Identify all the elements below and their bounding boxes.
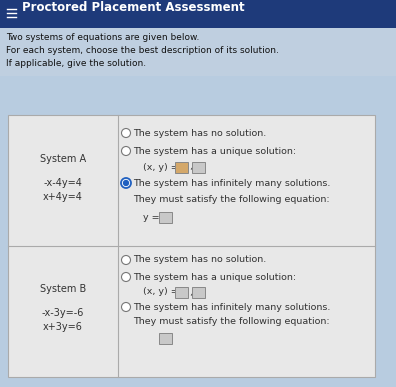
Text: If applicable, give the solution.: If applicable, give the solution. <box>6 59 146 68</box>
Text: Proctored Placement Assessment: Proctored Placement Assessment <box>22 1 245 14</box>
Text: (x, y) =: (x, y) = <box>143 288 179 296</box>
FancyBboxPatch shape <box>159 332 172 344</box>
Circle shape <box>122 128 131 137</box>
Text: x+4y=4: x+4y=4 <box>43 192 83 202</box>
Text: The system has no solution.: The system has no solution. <box>133 255 266 264</box>
Text: -x-4y=4: -x-4y=4 <box>44 178 82 187</box>
Text: For each system, choose the best description of its solution.: For each system, choose the best descrip… <box>6 46 279 55</box>
Text: The system has infinitely many solutions.: The system has infinitely many solutions… <box>133 178 330 187</box>
FancyBboxPatch shape <box>0 28 396 76</box>
Text: System A: System A <box>40 154 86 163</box>
Text: ,: , <box>189 163 192 171</box>
Text: They must satisfy the following equation:: They must satisfy the following equation… <box>133 317 329 327</box>
FancyBboxPatch shape <box>159 212 172 223</box>
Text: The system has no solution.: The system has no solution. <box>133 128 266 137</box>
Text: ,: , <box>189 288 192 296</box>
Circle shape <box>122 147 131 156</box>
Text: x+3y=6: x+3y=6 <box>43 322 83 332</box>
FancyBboxPatch shape <box>0 0 396 28</box>
FancyBboxPatch shape <box>192 161 205 173</box>
FancyBboxPatch shape <box>192 286 205 298</box>
FancyBboxPatch shape <box>175 161 188 173</box>
Circle shape <box>122 272 131 281</box>
Text: (x, y) =: (x, y) = <box>143 163 179 171</box>
Circle shape <box>122 255 131 264</box>
Text: The system has infinitely many solutions.: The system has infinitely many solutions… <box>133 303 330 312</box>
Text: -x-3y=-6: -x-3y=-6 <box>42 308 84 319</box>
Text: System B: System B <box>40 284 86 295</box>
Text: Two systems of equations are given below.: Two systems of equations are given below… <box>6 33 199 42</box>
FancyBboxPatch shape <box>175 286 188 298</box>
Text: The system has a unique solution:: The system has a unique solution: <box>133 272 296 281</box>
Text: y =: y = <box>143 212 160 221</box>
Circle shape <box>121 178 131 188</box>
Circle shape <box>123 180 129 186</box>
Text: The system has a unique solution:: The system has a unique solution: <box>133 147 296 156</box>
Text: They must satisfy the following equation:: They must satisfy the following equation… <box>133 195 329 204</box>
Circle shape <box>122 303 131 312</box>
FancyBboxPatch shape <box>8 115 375 377</box>
